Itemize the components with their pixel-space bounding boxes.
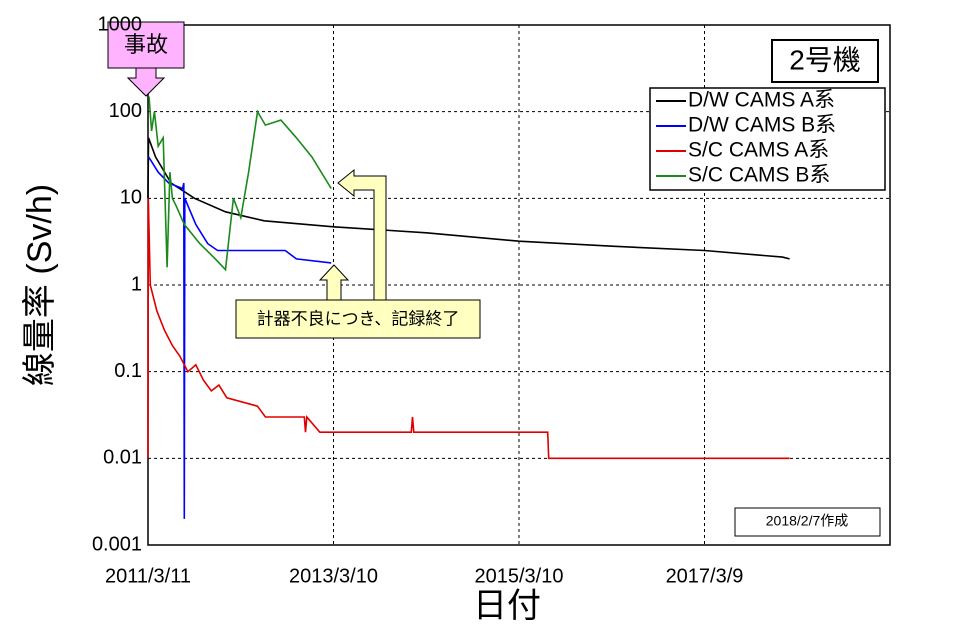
y-tick-label: 0.001 xyxy=(92,533,142,555)
legend-label: S/C CAMS A系 xyxy=(688,139,829,162)
y-tick-label: 0.1 xyxy=(114,360,142,382)
x-tick-label: 2017/3/9 xyxy=(666,565,744,587)
y-tick-label: 0.01 xyxy=(103,447,142,469)
series-line xyxy=(147,137,790,260)
x-axis-label: 日付 xyxy=(473,587,541,625)
legend-box xyxy=(649,87,886,191)
lines xyxy=(147,96,790,519)
accident-arrow xyxy=(126,67,166,97)
x-tick-label: 2011/3/11 xyxy=(105,565,191,587)
y-tick-label: 10 xyxy=(120,187,142,209)
y-tick-label: 1 xyxy=(131,273,142,295)
callout-arrow xyxy=(337,168,387,301)
chart-title: 2号機 xyxy=(789,44,861,75)
callout-box xyxy=(235,299,481,339)
y-tick-label: 1000 xyxy=(98,13,143,35)
series-line xyxy=(147,156,332,519)
stamp-box xyxy=(734,507,881,537)
title-box xyxy=(771,39,879,83)
y-axis-label: 線量率 (Sv/h) xyxy=(21,184,59,386)
series-line xyxy=(147,198,790,460)
annotation: 計器不良につき、記録終了 xyxy=(257,309,460,328)
callout-arrow xyxy=(318,264,350,301)
legend-label: S/C CAMS B系 xyxy=(688,164,830,187)
legend-label: D/W CAMS A系 xyxy=(688,89,835,112)
legend: D/W CAMS A系D/W CAMS B系S/C CAMS A系S/C CAM… xyxy=(656,89,836,187)
legend-label: D/W CAMS B系 xyxy=(688,114,836,137)
x-tick-label: 2013/3/10 xyxy=(289,565,378,587)
annotation: 事故 xyxy=(124,32,168,57)
series-line xyxy=(148,96,332,272)
x-tick-label: 2015/3/10 xyxy=(475,565,564,587)
accident-box xyxy=(107,21,185,69)
y-tick-label: 100 xyxy=(109,100,142,122)
annotation: 2018/2/7作成 xyxy=(766,513,849,529)
